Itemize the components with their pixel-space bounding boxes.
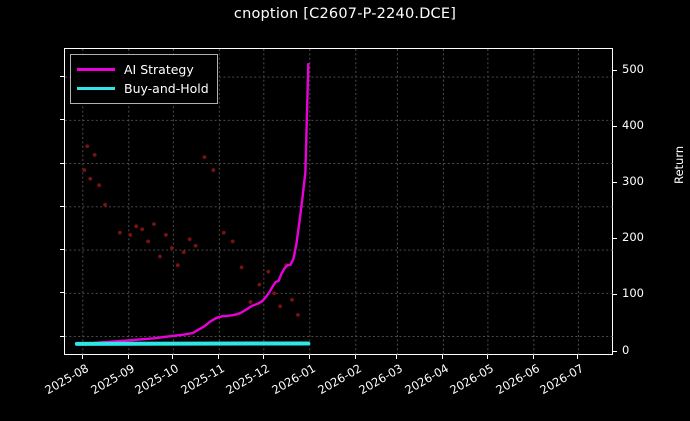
- x-tickmark: [442, 355, 444, 359]
- scatter-point: [296, 313, 300, 317]
- series-line-ai-strategy: [75, 62, 310, 346]
- gridlines: [65, 49, 614, 356]
- y-tickmark-left: [60, 249, 64, 251]
- scatter-point: [272, 291, 277, 296]
- x-tickmark: [172, 355, 174, 359]
- y-tickmark-right: [613, 182, 617, 184]
- y-tick-right-300: 300: [622, 174, 644, 189]
- y-tickmark-right: [613, 238, 617, 240]
- x-tickmark: [532, 355, 534, 359]
- scatter-point: [181, 250, 186, 255]
- scatter-point: [239, 265, 244, 270]
- y-tick-right-100: 100: [622, 286, 644, 301]
- page-title: cnoption [C2607-P-2240.DCE]: [233, 6, 457, 22]
- x-tick-2026-05: 2026-05: [447, 361, 496, 398]
- scatter-point: [290, 297, 294, 302]
- legend-label-buy-and-hold: Buy-and-Hold: [124, 80, 209, 96]
- x-tick-2025-10: 2025-10: [132, 361, 182, 398]
- legend-item-ai-strategy: AI Strategy: [77, 60, 209, 79]
- x-tickmark: [218, 355, 220, 359]
- scatter-point: [257, 282, 262, 287]
- scatter-point: [193, 243, 198, 248]
- y-tick-right-400: 400: [622, 118, 644, 133]
- x-tick-2025-08: 2025-08: [42, 361, 91, 398]
- chart-legend: AI Strategy Buy-and-Hold: [70, 54, 218, 104]
- scatter-point: [169, 246, 174, 250]
- scatter-point: [103, 202, 107, 207]
- y-tick-right-200: 200: [622, 230, 644, 245]
- x-tickmark: [354, 355, 356, 359]
- y-axis-label-right: Return: [672, 145, 686, 184]
- y-tick-right-0: 0: [622, 342, 630, 357]
- y-tickmark-left: [60, 205, 64, 207]
- y-tick-right-500: 500: [622, 62, 644, 77]
- legend-label-ai-strategy: AI Strategy: [124, 61, 194, 77]
- scatter-point: [248, 300, 253, 304]
- scatter-point: [118, 230, 122, 235]
- y-tickmark-right: [613, 70, 617, 72]
- y-tickmark-left: [60, 335, 64, 337]
- legend-swatch-buy-and-hold: [77, 87, 115, 90]
- x-tickmark: [577, 355, 579, 359]
- scatter-point: [278, 304, 283, 309]
- y-tickmark-right: [613, 350, 617, 352]
- scatter-points: [82, 144, 300, 317]
- y-tickmark-left: [60, 292, 64, 294]
- x-tickmark: [127, 355, 129, 359]
- scatter-point: [211, 168, 216, 172]
- x-tickmark: [262, 355, 264, 359]
- x-tickmark: [396, 355, 398, 359]
- plot-canvas: [65, 49, 614, 356]
- scatter-point: [146, 239, 150, 244]
- y-tickmark-left: [60, 76, 64, 78]
- scatter-point: [175, 263, 180, 268]
- y-tickmark-right: [613, 294, 617, 296]
- scatter-point: [187, 237, 192, 242]
- scatter-point: [88, 176, 93, 181]
- scatter-point: [163, 233, 168, 237]
- series-lines: [74, 62, 311, 346]
- scatter-point: [82, 168, 87, 172]
- scatter-point: [134, 224, 139, 229]
- x-tick-2025-11: 2025-11: [178, 361, 228, 398]
- scatter-point: [230, 239, 235, 244]
- x-tick-2026-07: 2026-07: [537, 361, 587, 398]
- scatter-point: [152, 222, 156, 227]
- scatter-point: [266, 269, 271, 274]
- y-tickmark-right: [613, 126, 617, 128]
- legend-item-buy-and-hold: Buy-and-Hold: [77, 79, 209, 98]
- scatter-point: [140, 227, 145, 232]
- scatter-point: [221, 230, 226, 235]
- legend-swatch-ai-strategy: [77, 68, 115, 71]
- x-tickmark: [486, 355, 488, 359]
- y-tickmark-left: [60, 162, 64, 164]
- x-tick-2026-01: 2026-01: [269, 361, 318, 398]
- scatter-point: [92, 153, 97, 157]
- x-tickmark: [308, 355, 310, 359]
- scatter-point: [202, 155, 207, 159]
- y-tickmark-left: [60, 119, 64, 121]
- scatter-point: [128, 233, 133, 237]
- scatter-point: [85, 144, 90, 149]
- scatter-point: [158, 254, 162, 259]
- scatter-point: [97, 183, 102, 188]
- x-tickmark: [81, 355, 83, 359]
- x-tick-2025-12: 2025-12: [223, 361, 272, 398]
